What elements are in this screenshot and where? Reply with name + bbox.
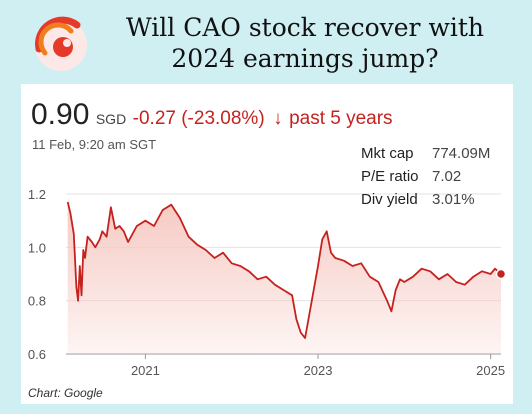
- x-tick-label: 2023: [304, 363, 333, 378]
- logo-inner-arc: [38, 22, 74, 56]
- x-tick-label: 2025: [476, 363, 505, 378]
- y-tick-label: 1.2: [28, 187, 46, 202]
- y-tick-label: 0.8: [28, 294, 46, 309]
- quote-timestamp: 11 Feb, 9:20 am SGT: [32, 137, 157, 152]
- stat-label: Mkt cap: [361, 145, 414, 162]
- current-price: 0.90: [31, 98, 90, 131]
- stat-label: P/E ratio: [361, 168, 419, 185]
- logo-highlight: [63, 39, 71, 47]
- stat-value: 774.09M: [432, 145, 491, 162]
- stat-row-market-cap: Mkt cap 774.09M: [361, 142, 490, 165]
- headline-line-2: 2024 earnings jump?: [171, 44, 439, 73]
- arrow-down-icon: ↓: [273, 108, 283, 129]
- x-tick-label: 2021: [131, 363, 160, 378]
- chart-credit: Chart: Google: [28, 386, 103, 400]
- price-line: [66, 201, 502, 339]
- stat-row-div-yield: Div yield 3.01%: [361, 188, 490, 211]
- price-change: -0.27 (-23.08%): [132, 108, 265, 129]
- price-row: 0.90 SGD -0.27 (-23.08%) ↓ past 5 years: [31, 98, 393, 132]
- current-price-marker: [495, 268, 507, 280]
- stat-value: 7.02: [432, 168, 462, 185]
- stat-row-pe-ratio: P/E ratio 7.02: [361, 165, 490, 188]
- logo-core: [53, 37, 73, 57]
- stock-card: 1.2 1.0 0.8 0.6 2021 2023 2025 0.90 SGD -0.27 …: [21, 84, 513, 404]
- stat-label: Div yield: [361, 191, 418, 208]
- headline: Will CAO stock recover with 2024 earning…: [100, 12, 510, 74]
- headline-line-1: Will CAO stock recover with: [126, 13, 484, 42]
- y-tick-label: 0.6: [28, 347, 46, 362]
- period-label: past 5 years: [289, 108, 393, 129]
- currency-label: SGD: [95, 111, 127, 127]
- price-chart: 1.2 1.0 0.8 0.6 2021 2023 2025: [28, 187, 507, 378]
- stats-panel: Mkt cap 774.09M P/E ratio 7.02 Div yield 3.…: [361, 142, 490, 211]
- price-area: [67, 202, 501, 354]
- logo: [35, 16, 87, 71]
- y-tick-label: 1.0: [28, 240, 46, 255]
- stat-value: 3.01%: [432, 191, 475, 208]
